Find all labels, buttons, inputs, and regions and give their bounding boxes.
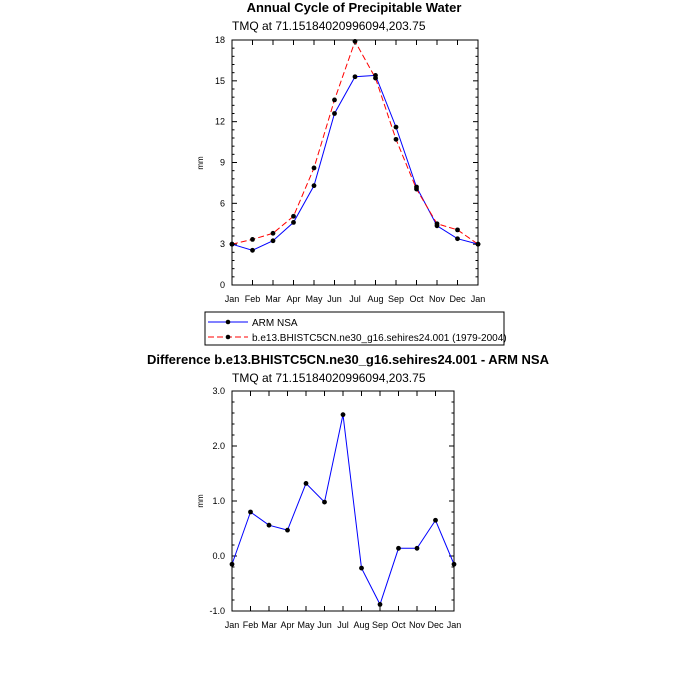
data-point-0	[352, 74, 358, 80]
legend: ARM NSA b.e13.BHISTC5CN.ne30_g16.sehires…	[204, 311, 507, 346]
chart-subtitle: TMQ at 71.15184020996094,203.75	[232, 19, 426, 33]
y-tick-label: 1.0	[212, 496, 225, 506]
data-point-0	[291, 219, 296, 225]
data-point-0	[270, 238, 276, 244]
y-tick-label: 6	[220, 198, 225, 208]
legend-marker-arm-nsa	[225, 319, 231, 325]
x-tick-label: Jan	[225, 620, 240, 630]
y-tick-label: 3	[220, 239, 225, 249]
series-line-0	[231, 74, 479, 251]
data-point-1	[291, 213, 296, 219]
y-tick-label: -1.0	[209, 606, 225, 616]
x-tick-label: Dec	[449, 294, 466, 304]
chart-title: Annual Cycle of Precipitable Water	[247, 0, 462, 15]
x-tick-label: Apr	[280, 620, 294, 630]
data-point-1	[311, 165, 317, 171]
data-point-0	[451, 561, 457, 567]
data-point-1	[475, 241, 481, 247]
data-point-1	[393, 136, 399, 142]
x-tick-label: Jun	[327, 294, 342, 304]
x-tick-label: Oct	[391, 620, 406, 630]
legend-marker-model	[225, 334, 231, 340]
chart-title: Difference b.e13.BHISTC5CN.ne30_g16.sehi…	[147, 352, 550, 367]
x-tick-label: Jun	[317, 620, 332, 630]
y-tick-label: 0	[220, 280, 225, 290]
x-tick-label: May	[305, 294, 323, 304]
data-point-0	[322, 499, 327, 505]
legend-label-model: b.e13.BHISTC5CN.ne30_g16.sehires24.001 (…	[252, 333, 507, 344]
x-tick-label: Oct	[409, 294, 424, 304]
data-point-0	[285, 527, 290, 533]
x-tick-label: Jan	[225, 294, 240, 304]
data-point-1	[229, 241, 235, 247]
x-tick-label: Nov	[429, 294, 446, 304]
x-tick-label: Nov	[409, 620, 426, 630]
data-point-0	[359, 565, 364, 571]
data-point-0	[266, 522, 272, 528]
legend-label-arm-nsa: ARM NSA	[252, 318, 298, 329]
x-tick-label: Jul	[337, 620, 349, 630]
x-tick-label: Aug	[367, 294, 383, 304]
data-point-0	[229, 561, 235, 567]
y-axis-label: mm	[196, 494, 205, 508]
data-point-1	[270, 230, 276, 236]
data-point-0	[332, 111, 337, 116]
x-tick-label: Jan	[447, 620, 462, 630]
data-point-0	[250, 247, 255, 253]
data-point-0	[377, 602, 383, 607]
y-tick-label: 12	[215, 117, 225, 127]
x-tick-label: Mar	[265, 294, 281, 304]
data-point-1	[373, 75, 378, 81]
data-point-1	[414, 186, 419, 192]
y-tick-label: 2.0	[212, 441, 225, 451]
chart-subtitle: TMQ at 71.15184020996094,203.75	[232, 371, 426, 385]
data-point-0	[433, 517, 438, 523]
x-tick-label: Apr	[286, 294, 300, 304]
x-tick-label: Dec	[427, 620, 444, 630]
data-point-1	[434, 221, 440, 227]
series-line-1	[231, 40, 479, 245]
series-line-0	[231, 414, 455, 606]
data-point-0	[248, 509, 253, 515]
y-tick-label: 18	[215, 35, 225, 45]
y-tick-label: 3.0	[212, 386, 225, 396]
data-point-0	[303, 481, 309, 486]
x-tick-label: Sep	[388, 294, 404, 304]
data-point-1	[455, 227, 460, 233]
legend-box	[204, 311, 505, 346]
plot-frame	[231, 390, 455, 612]
x-tick-label: Mar	[261, 620, 277, 630]
x-tick-label: May	[297, 620, 315, 630]
y-tick-label: 0.0	[212, 551, 225, 561]
x-tick-label: Jan	[471, 294, 486, 304]
data-point-0	[396, 545, 401, 551]
x-tick-label: Feb	[245, 294, 261, 304]
data-point-1	[332, 97, 337, 103]
x-tick-label: Sep	[372, 620, 388, 630]
annual-cycle-chart: Annual Cycle of Precipitable Water TMQ a…	[196, 0, 485, 304]
difference-chart: Difference b.e13.BHISTC5CN.ne30_g16.sehi…	[147, 352, 550, 630]
data-point-0	[393, 124, 399, 130]
x-tick-label: Jul	[349, 294, 361, 304]
data-point-1	[250, 237, 255, 242]
data-point-0	[311, 183, 317, 189]
data-point-1	[352, 38, 358, 44]
data-point-0	[340, 412, 346, 418]
y-tick-label: 15	[215, 76, 225, 86]
data-point-0	[414, 545, 420, 551]
y-tick-label: 9	[220, 158, 225, 168]
x-tick-label: Feb	[243, 620, 259, 630]
x-tick-label: Aug	[353, 620, 369, 630]
data-point-0	[455, 236, 460, 242]
y-axis-label: mm	[196, 156, 205, 170]
